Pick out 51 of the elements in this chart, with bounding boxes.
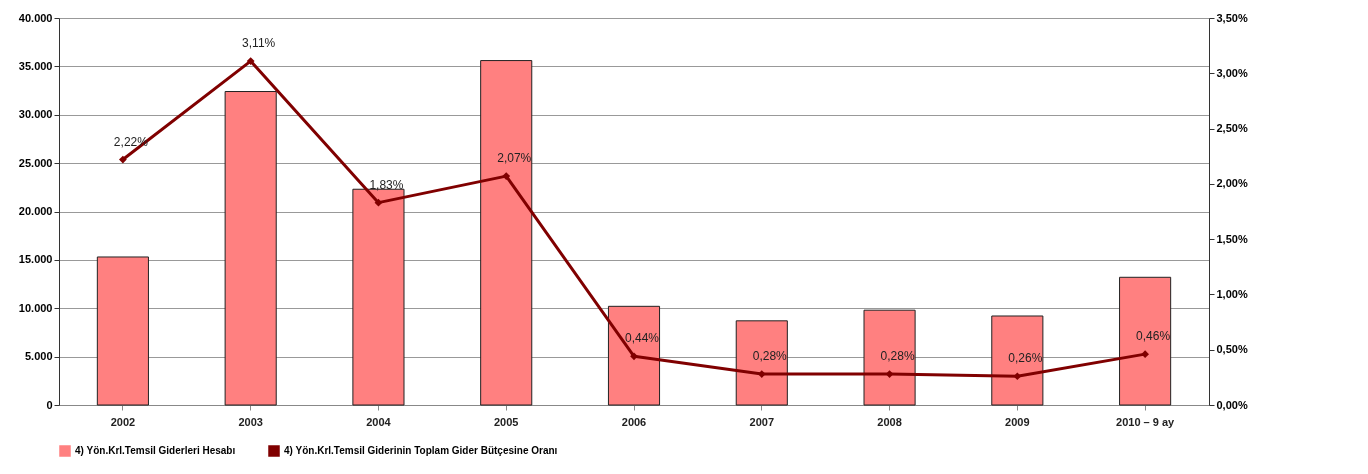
bar <box>480 60 533 406</box>
x-tick-label: 2008 <box>877 415 902 428</box>
point <box>374 198 383 207</box>
bar <box>1119 276 1172 406</box>
y-tick-label: 15.000 <box>18 253 53 266</box>
bar <box>991 315 1044 406</box>
point <box>1141 350 1149 359</box>
bar <box>96 256 149 406</box>
data-label: 0,28% <box>880 349 915 364</box>
y2-tick-label: 1,50% <box>1216 232 1248 245</box>
y-tick-label: 35.000 <box>18 59 53 72</box>
x-tick-label: 2009 <box>1005 415 1030 428</box>
data-label: 2,07% <box>497 151 532 166</box>
point <box>630 352 638 361</box>
y-tick-label: 0 <box>46 398 53 411</box>
x-tick-label: 2006 <box>621 415 647 428</box>
x-tick-label: 2007 <box>749 415 775 428</box>
y2-tick-label: 3,00% <box>1216 66 1248 79</box>
point <box>1013 372 1022 381</box>
y2-tick-label: 2,00% <box>1216 177 1248 190</box>
bar <box>735 320 788 406</box>
y-tick-label: 20.000 <box>18 205 53 217</box>
y2-tick-label: 1,00% <box>1216 287 1248 300</box>
y2-tick-label: 0,50% <box>1216 343 1248 356</box>
x-tick-label: 2004 <box>366 415 392 428</box>
y2-tick-label: 0,00% <box>1216 398 1248 411</box>
y2-tick-label: 2,50% <box>1216 122 1248 135</box>
x-tick-label: 2003 <box>238 415 263 428</box>
y-tick-label: 40.000 <box>18 11 53 24</box>
data-label: 1,83% <box>369 177 404 192</box>
data-label: 0,28% <box>752 349 788 364</box>
x-tick-label: 2010 – 9 ay <box>1116 415 1176 428</box>
bar <box>224 91 277 406</box>
y-tick-label: 5.000 <box>24 350 53 363</box>
point <box>119 155 127 164</box>
data-label: 0,26% <box>1008 351 1043 366</box>
bar <box>863 309 916 406</box>
x-tick-label: 2002 <box>110 415 136 428</box>
point <box>502 172 511 180</box>
data-label: 3,11% <box>242 36 276 51</box>
y2-tick-label: 3,50% <box>1216 11 1248 24</box>
y-tick-label: 30.000 <box>18 108 53 121</box>
legend-label: 4) Yön.Krl.Temsil Giderleri Hesabı <box>75 445 236 456</box>
bar <box>607 305 661 406</box>
x-tick-label: 2005 <box>493 415 519 428</box>
data-label: 0,44% <box>624 331 660 346</box>
point <box>246 57 255 65</box>
y-tick-label: 10.000 <box>18 301 53 314</box>
data-label: 0,46% <box>1136 329 1171 344</box>
legend-label: 4) Yön.Krl.Temsil Giderinin Toplam Gider Bütçesine Oranı <box>284 445 558 456</box>
y-tick-label: 25.000 <box>18 156 53 169</box>
